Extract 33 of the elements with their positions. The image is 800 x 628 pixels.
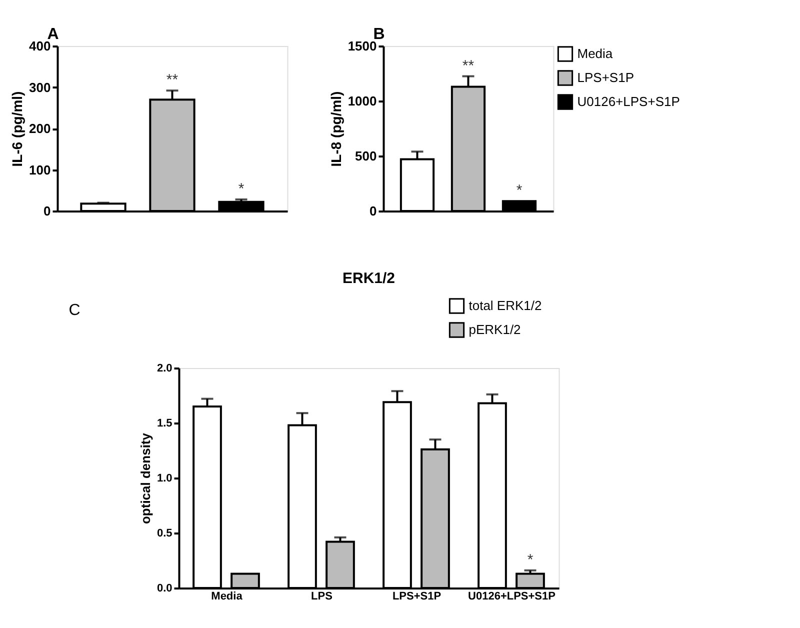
data-label: *: [238, 180, 244, 198]
y-tick-label: 1000: [348, 94, 377, 108]
text: C: [68, 302, 80, 319]
chart-title: ERK1/2: [342, 270, 396, 287]
legend-label: U0126+LPS+S1P: [577, 94, 680, 109]
y-tick-label: 0: [370, 204, 377, 218]
data-label: **: [462, 57, 474, 74]
legend-label: LPS+S1P: [577, 70, 634, 85]
x-tick-label: U0126+LPS+S1P: [468, 590, 556, 602]
x-tick-label: Media: [211, 590, 244, 602]
y-axis-title: IL-8 (pg/ml): [328, 91, 344, 167]
x-tick-label: LPS+S1P: [392, 590, 442, 602]
y-tick-label: 200: [29, 121, 51, 136]
y-axis-title: optical density: [138, 432, 153, 524]
y-tick-label: 1500: [348, 38, 377, 54]
y-tick-label: 400: [29, 38, 51, 54]
y-tick-label: 0.0: [156, 582, 172, 594]
legend-label: Media: [577, 46, 614, 61]
data-label: *: [527, 551, 534, 568]
y-tick-label: 100: [29, 162, 51, 178]
data-label: **: [166, 72, 178, 89]
legend-label: total ERK1/2: [468, 298, 542, 313]
y-tick-label: 1.0: [156, 472, 172, 484]
y-tick-label: 0: [44, 204, 51, 218]
legend-label: pERK1/2: [468, 322, 521, 337]
y-tick-label: 2.0: [156, 362, 172, 374]
y-tick-label: 0.5: [156, 528, 172, 540]
x-tick-label: LPS: [311, 590, 332, 602]
y-tick-label: 300: [29, 80, 51, 95]
y-tick-label: 500: [355, 148, 377, 164]
y-tick-label: 1.5: [156, 418, 172, 430]
data-label: *: [516, 182, 522, 200]
y-axis-title: IL-6 (pg/ml): [9, 91, 26, 167]
